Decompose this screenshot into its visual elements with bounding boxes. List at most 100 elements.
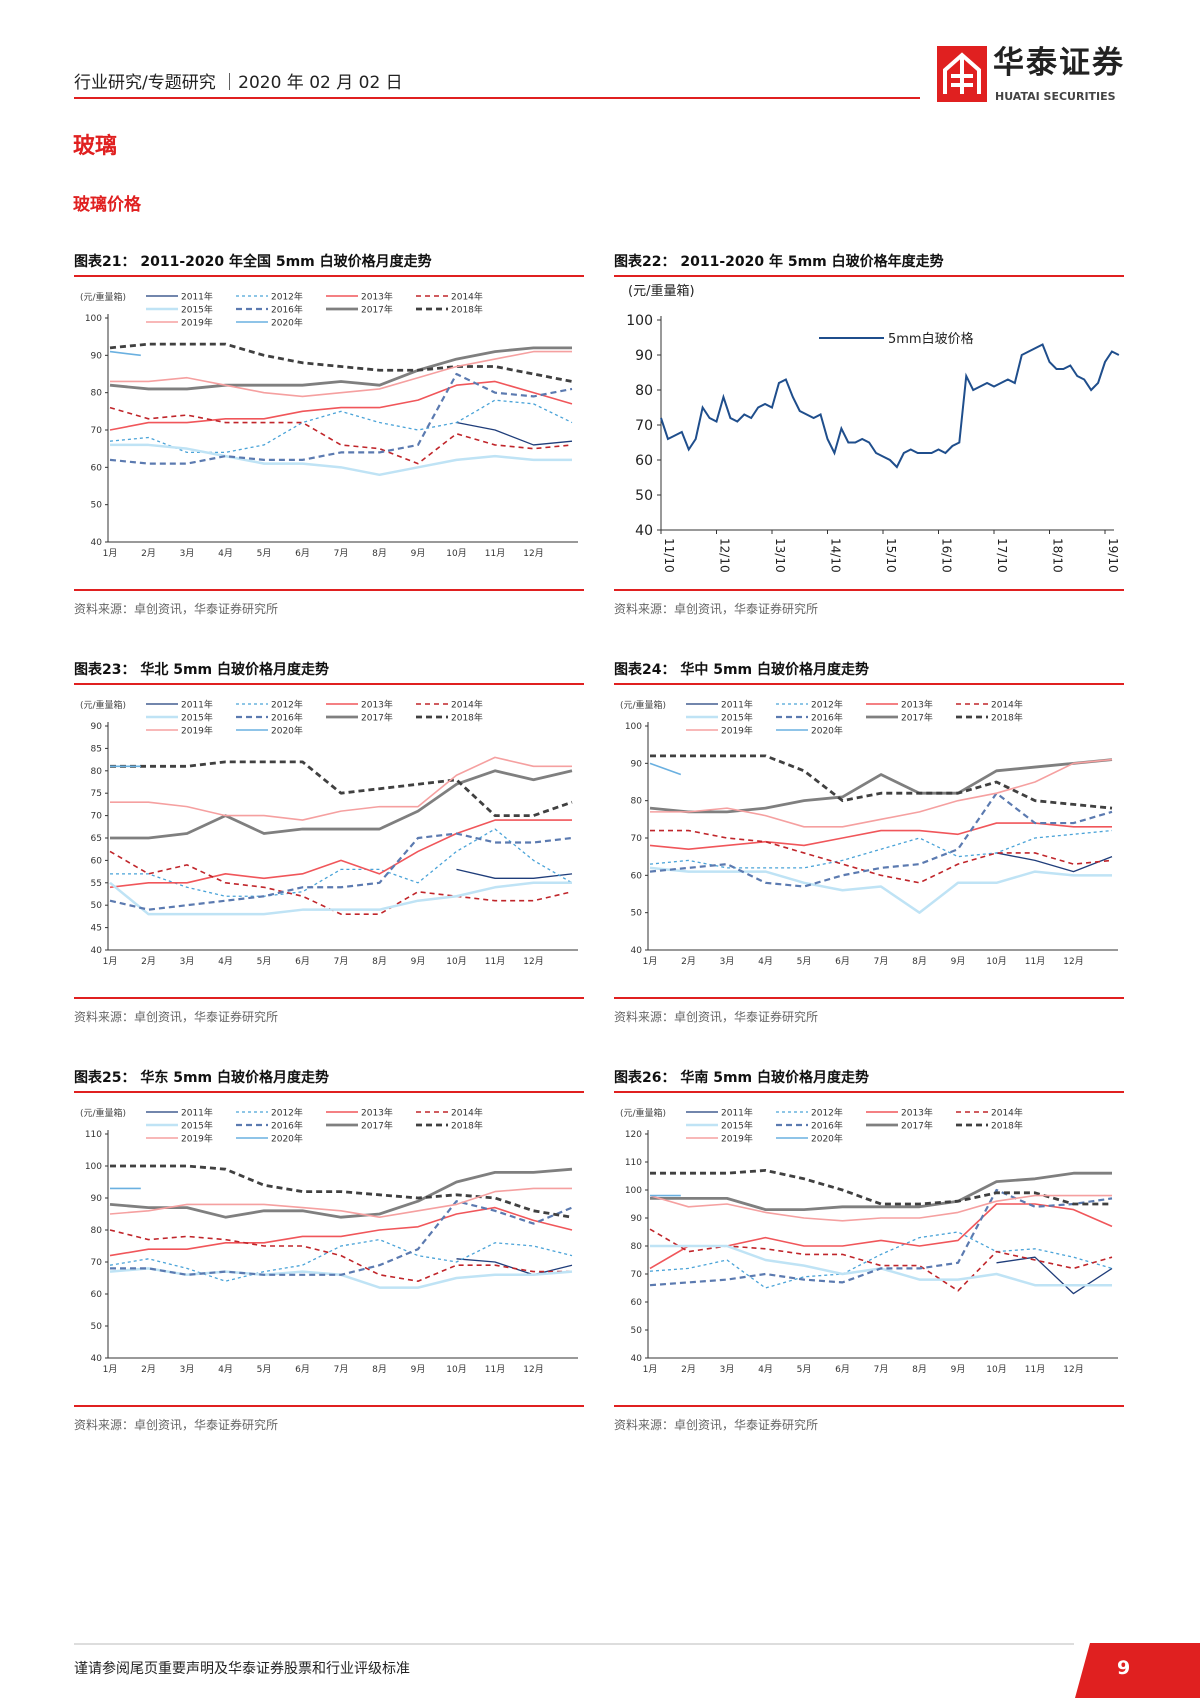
chart-c22: (元/重量箱) 40 50 60 70 80 90 100 11/10 12/10 13/10 14/… [626, 283, 1120, 573]
legend-label: 2014年 [991, 1107, 1023, 1119]
x-tick-label: 9月 [411, 956, 426, 967]
chart-bottom-rule [614, 1405, 1124, 1407]
series-line-2011 [456, 421, 573, 446]
y-tick-label: 110 [625, 1158, 642, 1168]
x-tick-label: 9月 [411, 548, 426, 559]
chart-title-rule [74, 683, 584, 685]
x-tick-label: 8月 [372, 548, 387, 559]
legend-label: 2013年 [361, 699, 393, 711]
legend-label: 2014年 [451, 291, 483, 303]
y-tick-label: 110 [85, 1130, 102, 1140]
chart-title-rule [614, 1091, 1124, 1093]
legend-label: 2020年 [271, 1133, 303, 1145]
y-tick-label: 80 [631, 797, 643, 807]
series-line-2017 [649, 758, 1113, 814]
x-tick-label: 12月 [523, 956, 543, 967]
legend-label: 2012年 [271, 1107, 303, 1119]
x-tick-label: 15/10 [884, 538, 898, 573]
series-line-2011 [456, 868, 573, 879]
x-tick-label: 7月 [334, 956, 349, 967]
chart-c23: (元/重量箱) 2011年 2012年 2013年 2014年 2015年 2016年 201… [80, 699, 578, 967]
huatai-logo: 华泰证券 HUATAI SECURITIES [937, 46, 1137, 108]
chart-title: 图表24： 华中 5mm 白玻价格月度走势 [614, 662, 870, 678]
y-tick-label: 60 [635, 453, 653, 469]
y-tick-label: 50 [631, 1326, 643, 1336]
y-tick-label: 70 [91, 426, 103, 436]
chart-bottom-rule [74, 997, 584, 999]
x-tick-label: 1月 [103, 548, 118, 559]
y-tick-label: 90 [91, 722, 103, 732]
y-tick-label: 75 [91, 789, 102, 799]
y-tick-label: 60 [91, 463, 103, 473]
series-line-2017 [109, 1167, 573, 1219]
legend-label: 2016年 [811, 712, 843, 724]
y-tick-label: 90 [91, 351, 103, 361]
legend-label: 2013年 [361, 291, 393, 303]
legend-label: 2020年 [811, 1133, 843, 1145]
series-line-2014 [109, 850, 573, 915]
x-tick-label: 10月 [986, 956, 1006, 967]
chart-area: (元/重量箱) 2011年 2012年 2013年 2014年 2015年 2016年 201… [74, 1096, 584, 1406]
chart-title: 图表25： 华东 5mm 白玻价格月度走势 [74, 1070, 330, 1086]
series-line-2019 [649, 1194, 1112, 1222]
x-tick-label: 12月 [1063, 1364, 1083, 1375]
series-line-2015 [650, 1244, 1112, 1287]
y-tick-label: 70 [91, 1258, 103, 1268]
x-tick-label: 19/10 [1106, 538, 1120, 573]
x-tick-label: 12/10 [718, 538, 732, 573]
y-tick-label: 80 [91, 389, 103, 399]
series-line-2013 [109, 819, 572, 889]
series-line-2016 [109, 372, 573, 465]
y-tick-label: 40 [91, 1354, 103, 1364]
x-tick-label: 2月 [141, 956, 156, 967]
x-tick-label: 2月 [141, 1364, 156, 1375]
legend-label: 2018年 [991, 1120, 1023, 1132]
chart-title: 图表21： 2011-2020 年全国 5mm 白玻价格月度走势 [74, 254, 432, 270]
x-tick-label: 12月 [523, 548, 543, 559]
legend-label: 2014年 [451, 699, 483, 711]
x-tick-label: 6月 [835, 1364, 850, 1375]
x-tick-label: 9月 [411, 1364, 426, 1375]
x-tick-label: 4月 [758, 1364, 773, 1375]
legend-label: 2019年 [181, 1133, 213, 1145]
legend-label: 2013年 [901, 1107, 933, 1119]
legend-label: 2017年 [901, 1120, 933, 1132]
legend-label: 2016年 [811, 1120, 843, 1132]
x-tick-label: 16/10 [940, 538, 954, 573]
legend-label: 2014年 [991, 699, 1023, 711]
legend-label: 2017年 [361, 304, 393, 316]
series-line-2018 [110, 760, 573, 817]
series-line-2013 [649, 1203, 1113, 1270]
legend-label: 2014年 [451, 1107, 483, 1119]
series-line-2011 [996, 1256, 1113, 1295]
legend-label: 2015年 [181, 1120, 213, 1132]
chart-title-rule [614, 683, 1124, 685]
x-tick-label: 4月 [758, 956, 773, 967]
chart-c21: (元/重量箱) 2011年 2012年 2013年 2014年 2015年 2016年 201… [80, 291, 578, 559]
y-tick-label: 90 [635, 348, 653, 364]
y-tick-label: 90 [91, 1194, 103, 1204]
x-tick-label: 8月 [912, 956, 927, 967]
series-line-2020 [109, 350, 141, 357]
y-tick-label: 50 [631, 909, 643, 919]
series-line-2014 [649, 1228, 1113, 1292]
page-number: 9 [1117, 1657, 1131, 1679]
footer-disclaimer: 谨请参阅尾页重要声明及华泰证券股票和行业评级标准 [74, 1661, 410, 1677]
series-line-2019 [110, 756, 572, 821]
legend-label: 2019年 [181, 725, 213, 737]
chart-source: 资料来源：卓创资讯，华泰证券研究所 [614, 1418, 819, 1432]
series-line-2012 [649, 829, 1113, 869]
series-line-2016 [649, 1188, 1113, 1287]
y-tick-label: 50 [91, 1322, 103, 1332]
y-axis-unit: (元/重量箱) [620, 1107, 666, 1119]
chart-title-rule [614, 275, 1124, 277]
x-tick-label: 11月 [485, 956, 505, 967]
y-tick-label: 90 [631, 759, 643, 769]
legend-label: 2016年 [271, 304, 303, 316]
x-tick-label: 3月 [180, 1364, 195, 1375]
y-tick-label: 100 [625, 1186, 642, 1196]
section-subtitle: 玻璃价格 [73, 195, 141, 215]
x-tick-label: 10月 [446, 956, 466, 967]
series-line-2019 [109, 1187, 572, 1218]
series-line-2012 [110, 828, 573, 897]
